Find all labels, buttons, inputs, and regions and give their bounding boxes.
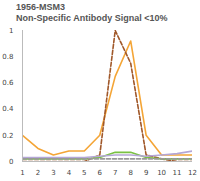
svg-text:1: 1 — [9, 27, 13, 35]
svg-text:0.2: 0.2 — [2, 132, 13, 140]
svg-text:0.8: 0.8 — [2, 53, 13, 61]
svg-text:3: 3 — [51, 169, 55, 177]
svg-text:9: 9 — [144, 169, 148, 177]
svg-text:11: 11 — [173, 169, 182, 177]
svg-text:6: 6 — [98, 169, 103, 177]
svg-text:12: 12 — [188, 169, 197, 177]
svg-text:4: 4 — [67, 169, 72, 177]
html-text:1956-MSM3: 1956-MSM3 — [16, 2, 65, 12]
svg-text:1: 1 — [20, 169, 24, 177]
svg-text:2: 2 — [36, 169, 40, 177]
svg-text:7: 7 — [113, 169, 117, 177]
svg-text:5: 5 — [82, 169, 86, 177]
svg-text:0.6: 0.6 — [2, 79, 14, 87]
svg-text:10: 10 — [157, 169, 166, 177]
svg-text:0.4: 0.4 — [2, 105, 14, 113]
html-text:Non-Specific Antibody Signal <: Non-Specific Antibody Signal <10% — [16, 13, 168, 23]
svg-text:0: 0 — [9, 158, 13, 166]
svg-text:8: 8 — [128, 169, 132, 177]
